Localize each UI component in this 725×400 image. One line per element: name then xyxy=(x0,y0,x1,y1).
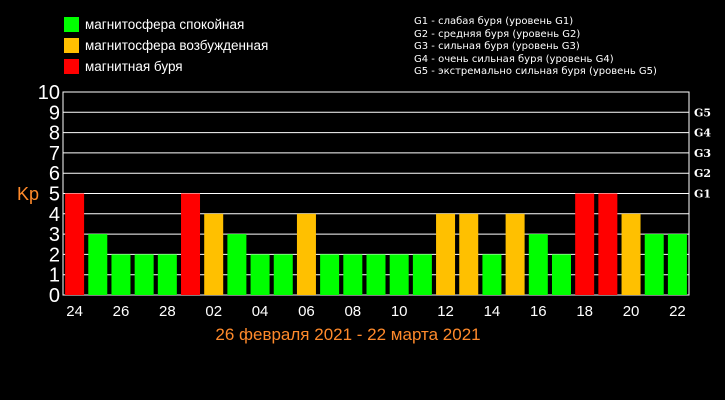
y-tick-label: 8 xyxy=(49,123,60,145)
x-tick-label: 04 xyxy=(252,303,269,320)
y-tick-label: 0 xyxy=(49,285,60,307)
legend-label-quiet: магнитосфера спокойная xyxy=(85,17,245,32)
y-tick-label: 7 xyxy=(49,143,60,165)
g-level-label: G3 xyxy=(694,147,711,160)
bar xyxy=(250,254,270,295)
bar xyxy=(366,254,386,295)
x-tick-label: 26 xyxy=(113,303,130,320)
x-tick-label: 02 xyxy=(205,303,222,320)
legend-swatch-storm xyxy=(64,59,79,74)
y-tick-label: 9 xyxy=(49,102,60,124)
g-level-label: G4 xyxy=(694,127,711,140)
g-level-label: G2 xyxy=(694,167,711,180)
bar xyxy=(134,254,154,295)
bar xyxy=(528,234,548,295)
g-legend-g4: G4 - очень сильная буря (уровень G4) xyxy=(414,53,614,65)
y-tick-label: 4 xyxy=(49,204,60,226)
y-tick-label: 2 xyxy=(49,244,60,266)
bar xyxy=(575,193,595,295)
x-tick-label: 08 xyxy=(344,303,361,320)
x-tick-label: 22 xyxy=(669,303,686,320)
x-tick-label: 24 xyxy=(66,303,83,320)
g-legend-g3: G3 - сильная буря (уровень G3) xyxy=(414,41,580,53)
x-tick-label: 12 xyxy=(437,303,454,320)
bar xyxy=(551,254,571,295)
y-tick-label: 10 xyxy=(38,82,60,104)
legend-item-active: магнитосфера возбужденная xyxy=(64,35,268,56)
bar xyxy=(598,193,618,295)
legend-swatch-quiet xyxy=(64,17,79,32)
x-tick-label: 14 xyxy=(484,303,501,320)
legend-item-quiet: магнитосфера спокойная xyxy=(64,14,268,35)
x-tick-label: 10 xyxy=(391,303,408,320)
x-axis-label: 26 февраля 2021 - 22 марта 2021 xyxy=(215,325,480,344)
x-tick-label: 06 xyxy=(298,303,315,320)
bar xyxy=(412,254,432,295)
bar xyxy=(65,193,85,295)
bar xyxy=(343,254,363,295)
x-tick-label: 28 xyxy=(159,303,176,320)
bar xyxy=(389,254,409,295)
legend-swatch-active xyxy=(64,38,79,53)
y-axis-label: Kp xyxy=(17,184,39,204)
y-tick-label: 1 xyxy=(49,265,60,287)
bar xyxy=(459,213,479,295)
legend-label-active: магнитосфера возбужденная xyxy=(85,38,269,53)
bar xyxy=(157,254,177,295)
bar xyxy=(227,234,247,295)
bar xyxy=(204,213,224,295)
status-legend: магнитосфера спокойная магнитосфера возб… xyxy=(64,14,268,77)
bar xyxy=(296,213,316,295)
x-tick-label: 20 xyxy=(623,303,640,320)
bar xyxy=(181,193,201,295)
g-legend-g2: G2 - средняя буря (уровень G2) xyxy=(414,28,581,40)
bar xyxy=(621,213,641,295)
bar xyxy=(436,213,456,295)
g-level-label: G5 xyxy=(694,106,711,119)
bar xyxy=(111,254,131,295)
x-tick-label: 18 xyxy=(576,303,593,320)
y-tick-label: 6 xyxy=(49,163,60,185)
bar xyxy=(667,234,687,295)
bar xyxy=(273,254,293,295)
legend-item-storm: магнитная буря xyxy=(64,56,268,77)
x-tick-label: 16 xyxy=(530,303,547,320)
bar xyxy=(320,254,340,295)
g-legend-g5: G5 - экстремально сильная буря (уровень … xyxy=(414,66,657,78)
bar xyxy=(505,213,525,295)
bar xyxy=(644,234,664,295)
bar xyxy=(88,234,108,295)
g-level-label: G1 xyxy=(694,188,711,201)
g-legend-g1: G1 - слабая буря (уровень G1) xyxy=(414,16,574,27)
y-tick-label: 5 xyxy=(49,184,60,206)
g-level-legend: G1 - слабая буря (уровень G1) G2 - средн… xyxy=(414,16,657,79)
y-tick-label: 3 xyxy=(49,224,60,246)
bar xyxy=(482,254,502,295)
legend-label-storm: магнитная буря xyxy=(85,59,183,74)
